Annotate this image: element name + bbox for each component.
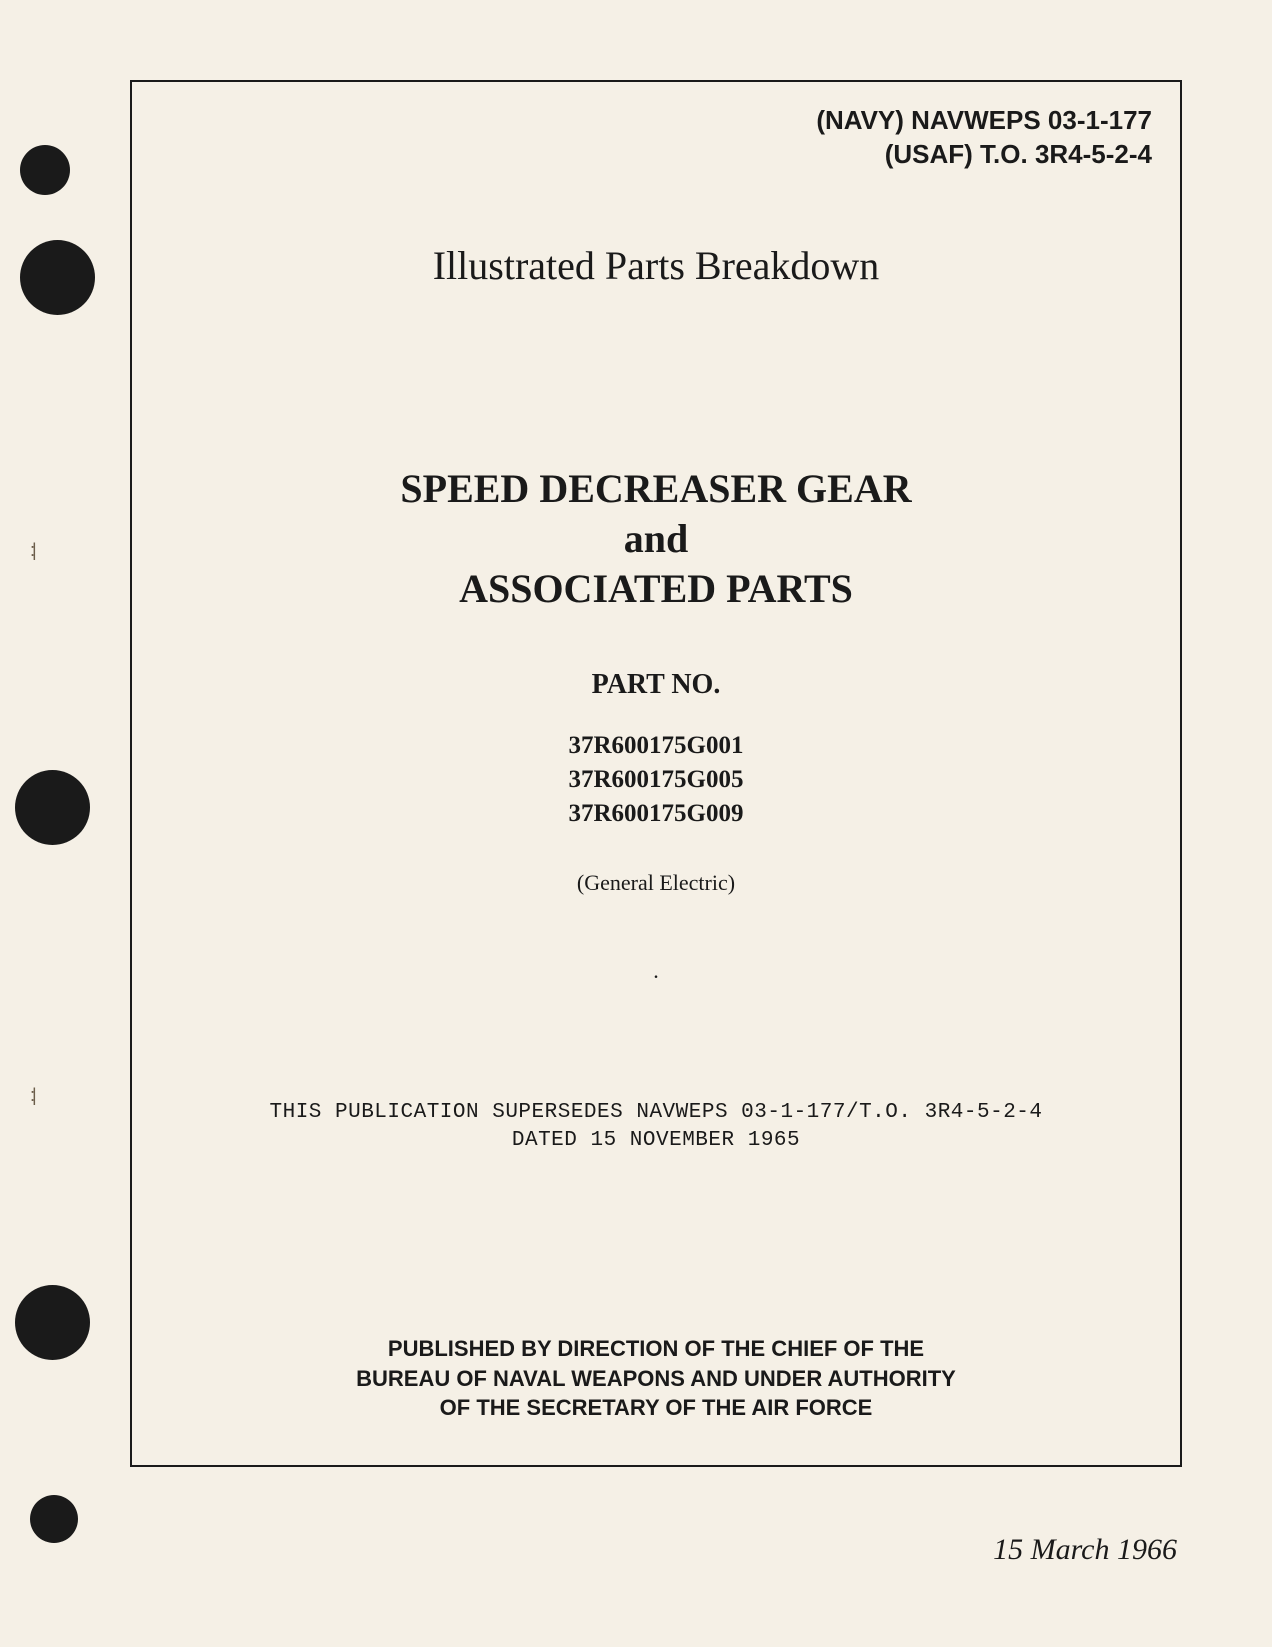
title-block: SPEED DECREASER GEAR and ASSOCIATED PART…: [132, 464, 1180, 896]
part-number: 37R600175G001: [132, 729, 1180, 763]
punch-hole: [20, 145, 70, 195]
separator-dot: .: [132, 958, 1180, 984]
title-line: SPEED DECREASER GEAR: [132, 464, 1180, 514]
content-frame: (NAVY) NAVWEPS 03-1-177 (USAF) T.O. 3R4-…: [130, 80, 1182, 1467]
document-page: :| :| (NAVY) NAVWEPS 03-1-177 (USAF) T.O…: [0, 0, 1272, 1647]
title-line: ASSOCIATED PARTS: [132, 564, 1180, 614]
publisher-line: BUREAU OF NAVAL WEAPONS AND UNDER AUTHOR…: [132, 1364, 1180, 1394]
margin-mark: :|: [30, 1085, 34, 1106]
punch-hole: [15, 1285, 90, 1360]
publication-date: 15 March 1966: [993, 1533, 1177, 1567]
supersedes-line: THIS PUBLICATION SUPERSEDES NAVWEPS 03-1…: [132, 1099, 1180, 1126]
document-type: Illustrated Parts Breakdown: [132, 242, 1180, 289]
punch-hole: [20, 240, 95, 315]
publisher-line: PUBLISHED BY DIRECTION OF THE CHIEF OF T…: [132, 1334, 1180, 1364]
main-title: SPEED DECREASER GEAR and ASSOCIATED PART…: [132, 464, 1180, 614]
publisher-notice: PUBLISHED BY DIRECTION OF THE CHIEF OF T…: [132, 1334, 1180, 1423]
supersedes-line: DATED 15 NOVEMBER 1965: [132, 1127, 1180, 1154]
publisher-line: OF THE SECRETARY OF THE AIR FORCE: [132, 1393, 1180, 1423]
part-number: 37R600175G005: [132, 763, 1180, 797]
title-line: and: [132, 514, 1180, 564]
header-codes: (NAVY) NAVWEPS 03-1-177 (USAF) T.O. 3R4-…: [816, 104, 1152, 172]
usaf-code: (USAF) T.O. 3R4-5-2-4: [816, 138, 1152, 172]
punch-hole: [30, 1495, 78, 1543]
margin-mark: :|: [30, 540, 34, 561]
manufacturer: (General Electric): [132, 870, 1180, 896]
supersedes-notice: THIS PUBLICATION SUPERSEDES NAVWEPS 03-1…: [132, 1099, 1180, 1154]
navy-code: (NAVY) NAVWEPS 03-1-177: [816, 104, 1152, 138]
part-number-label: PART NO.: [132, 669, 1180, 701]
part-number: 37R600175G009: [132, 797, 1180, 831]
part-numbers-list: 37R600175G001 37R600175G005 37R600175G00…: [132, 729, 1180, 830]
punch-hole: [15, 770, 90, 845]
